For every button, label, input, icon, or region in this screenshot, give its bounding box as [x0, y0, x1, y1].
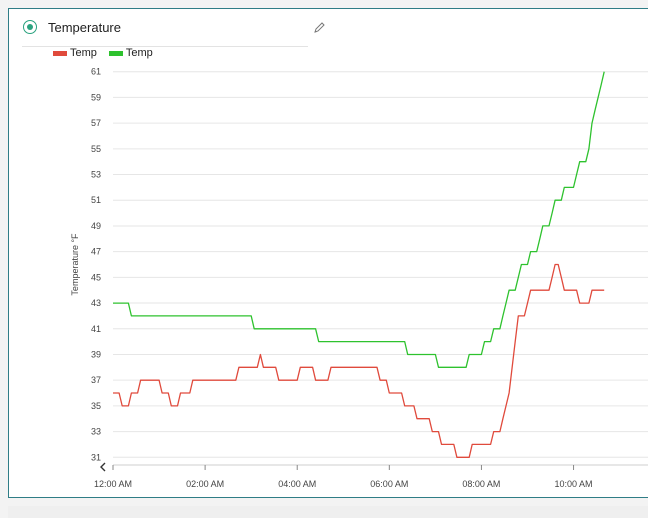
- radio-selected-icon[interactable]: [23, 20, 37, 34]
- widget-header: Temperature: [22, 18, 308, 47]
- pencil-icon[interactable]: [312, 21, 326, 35]
- x-tick-label: 06:00 AM: [370, 479, 408, 489]
- y-tick-label: 61: [91, 67, 101, 77]
- y-axis-label: Temperature °F: [70, 233, 80, 296]
- y-tick-label: 57: [91, 118, 101, 128]
- legend-item-series-1[interactable]: Temp: [53, 47, 97, 59]
- bottom-strip: [8, 506, 648, 518]
- y-tick-label: 49: [91, 221, 101, 231]
- widget-title: Temperature: [48, 20, 121, 35]
- y-tick-label: 47: [91, 247, 101, 257]
- series-line-1: [113, 263, 605, 458]
- x-tick-label: 10:00 AM: [555, 479, 593, 489]
- y-tick-label: 31: [91, 452, 101, 462]
- y-tick-label: 37: [91, 375, 101, 385]
- x-tick-label: 02:00 AM: [186, 479, 224, 489]
- y-tick-label: 59: [91, 92, 101, 102]
- y-tick-label: 53: [91, 170, 101, 180]
- temperature-widget: Temperature Temp Temp: [8, 8, 648, 498]
- x-tick-label: 08:00 AM: [462, 479, 500, 489]
- y-tick-label: 43: [91, 298, 101, 308]
- chart-legend: Temp Temp: [53, 47, 153, 59]
- legend-item-series-2[interactable]: Temp: [108, 47, 153, 59]
- x-tick-label: 12:00 AM: [94, 479, 132, 489]
- y-tick-label: 51: [91, 195, 101, 205]
- legend-swatch-green: [108, 50, 123, 56]
- legend-swatch-red: [53, 50, 67, 56]
- y-tick-label: 33: [91, 427, 101, 437]
- series-line-2: [113, 71, 605, 368]
- chevron-left-icon[interactable]: [100, 462, 106, 472]
- legend-label: Temp: [125, 47, 153, 59]
- y-tick-label: 35: [91, 401, 101, 411]
- y-tick-label: 55: [91, 144, 101, 154]
- y-tick-label: 41: [91, 324, 101, 334]
- temperature-line-chart: 31 33 35 37 39 41 43 45 47 49 51 53 55 57 59 61 12:00 AM…: [70, 67, 648, 489]
- y-tick-label: 45: [91, 272, 101, 282]
- legend-label: Temp: [70, 47, 97, 59]
- y-tick-label: 39: [91, 349, 101, 359]
- x-tick-label: 04:00 AM: [278, 479, 316, 489]
